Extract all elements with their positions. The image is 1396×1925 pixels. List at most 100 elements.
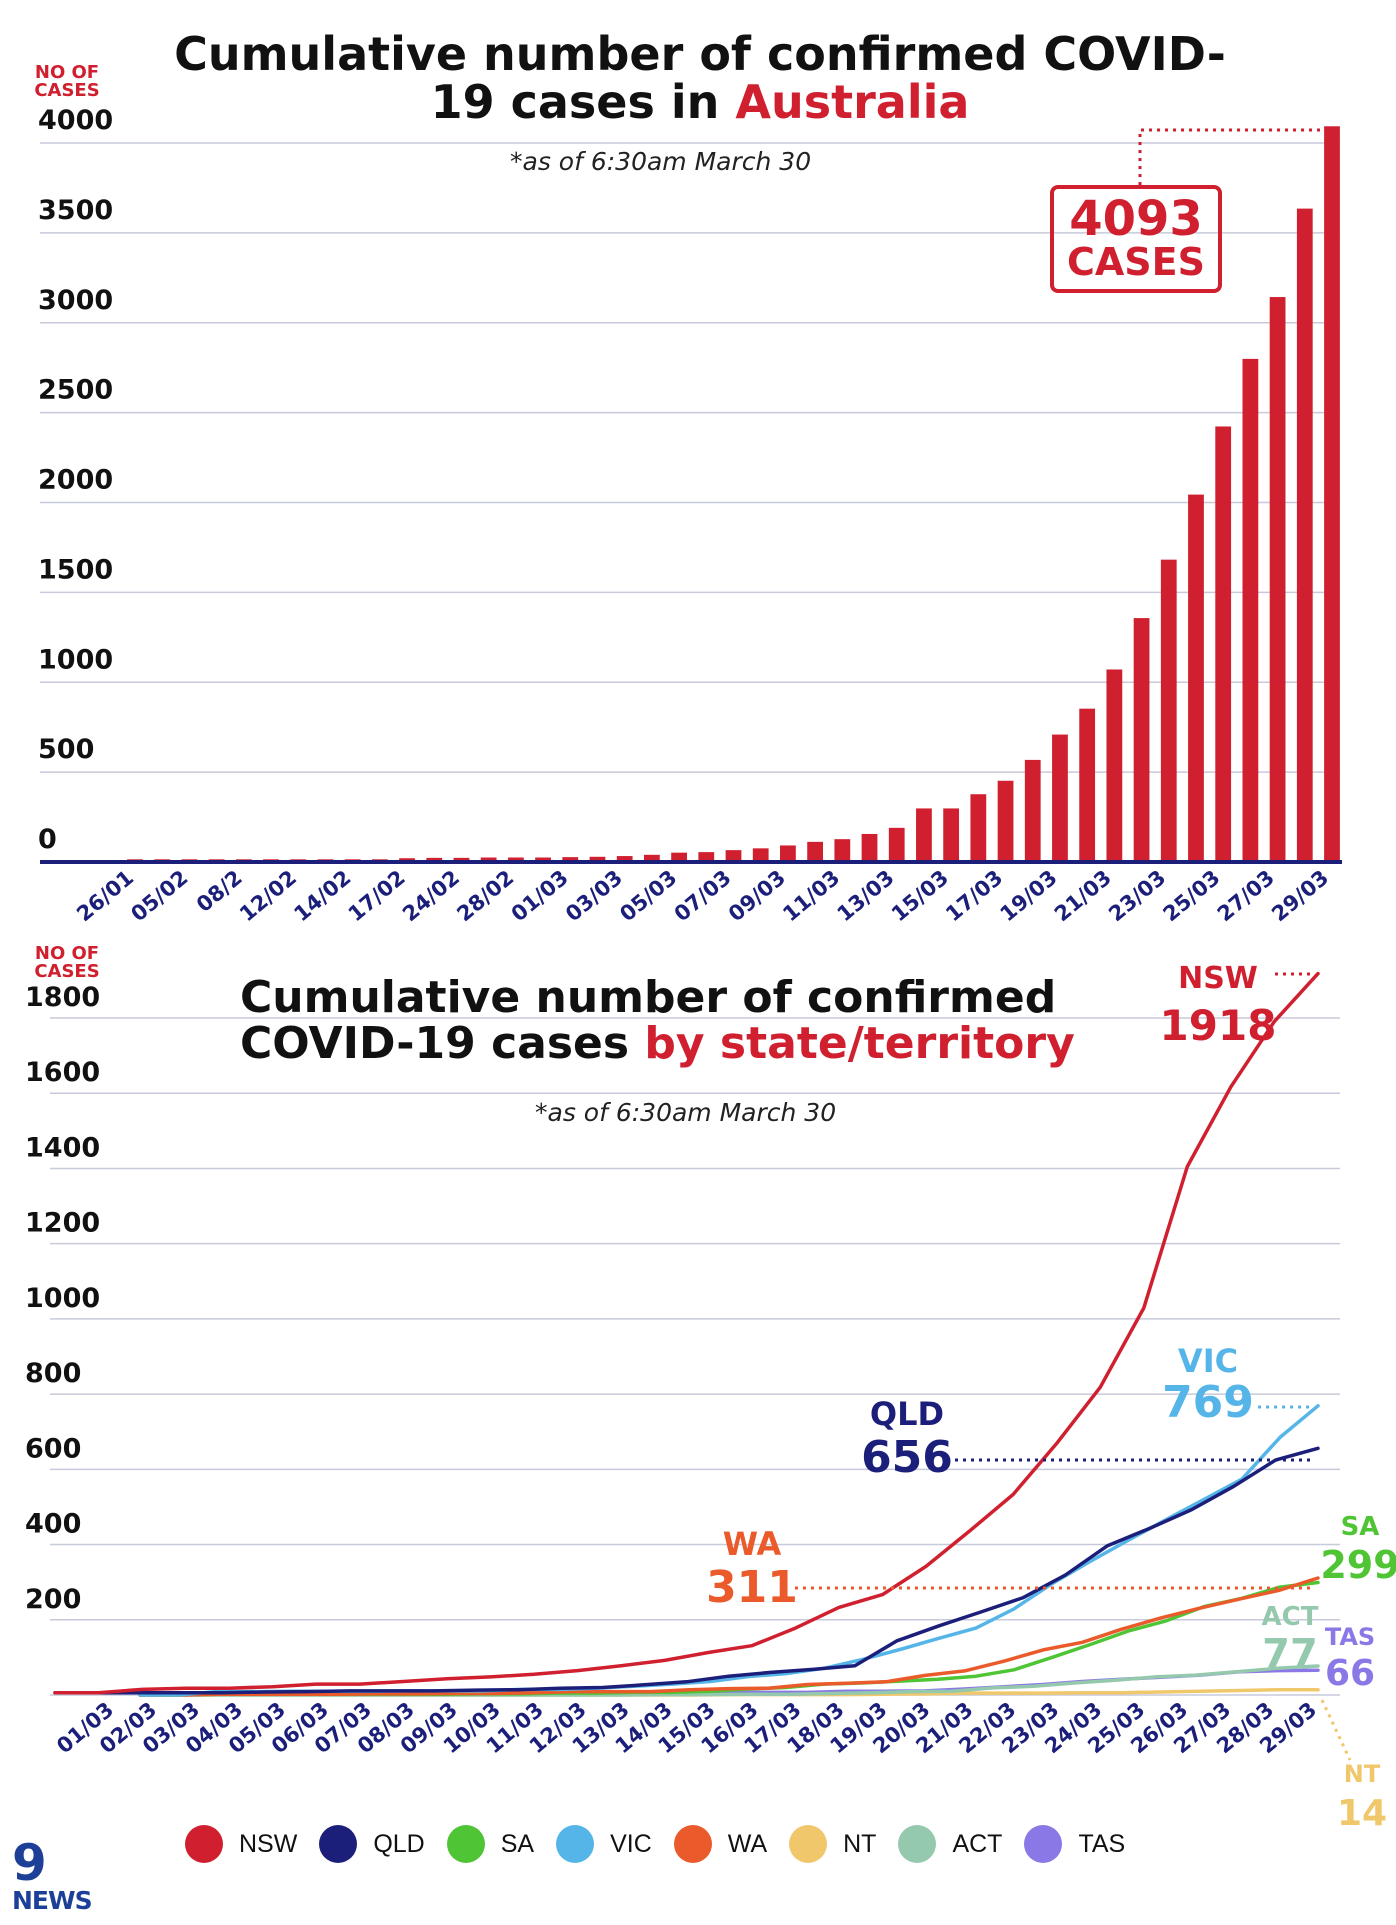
chart1-bar (1079, 708, 1096, 862)
chart1-bar (480, 857, 497, 862)
chart1-title-main: Cumulative number of confirmed COVID-19 … (174, 27, 1226, 130)
chart1-bar (671, 852, 687, 862)
chart1-bar (1052, 734, 1068, 862)
chart1-callout: 4093 CASES (1050, 185, 1222, 293)
chart1-bar (426, 857, 443, 862)
chart1-svg: 0500100015002000250030003500400026/0105/… (38, 105, 1342, 926)
chart1-bar (1215, 426, 1232, 862)
chart2-ytick-label: 800 (25, 1358, 81, 1389)
chart1-bar (752, 848, 769, 862)
chart2-title-line2-accent: by state/territory (644, 1018, 1075, 1070)
chart2-line-qld (53, 1446, 1320, 1695)
legend-swatch (898, 1825, 937, 1863)
chart1-bar (643, 854, 660, 862)
chart2-series-value-tas: 66 (1325, 1653, 1375, 1694)
legend-item-tas: TAS (1024, 1825, 1125, 1863)
chart2-ytick-label: 1400 (25, 1132, 100, 1163)
chart1-bar (562, 857, 579, 862)
chart1-bar (780, 845, 796, 862)
chart2-series-value-wa: 311 (706, 1562, 798, 1613)
legend-swatch (1024, 1825, 1063, 1863)
legend-item-vic: VIC (556, 1825, 652, 1863)
legend-label: NSW (239, 1829, 298, 1858)
chart2-line-wa (138, 1576, 1320, 1697)
chart1-title: Cumulative number of confirmed COVID-19 … (160, 30, 1240, 127)
chart1-ytick-label: 500 (38, 734, 94, 765)
legend-swatch (789, 1825, 828, 1863)
nine-news-logo: 9 NEWS (12, 1838, 96, 1918)
chart2-ytick-label: 1000 (25, 1283, 100, 1314)
chart1-subtitle: *as of 6:30am March 30 (510, 147, 812, 176)
chart1-bar (1269, 297, 1286, 862)
chart2-series-name-sa: SA (1341, 1512, 1380, 1542)
chart1-ytick-label: 1000 (38, 644, 113, 675)
legend-item-qld: QLD (319, 1825, 425, 1863)
chart1-ytick-label: 0 (38, 824, 57, 855)
chart1-bar (1242, 358, 1259, 862)
legend-label: QLD (373, 1829, 425, 1858)
chart2-series-name-nt: NT (1344, 1760, 1381, 1788)
chart2-series-value-vic: 769 (1162, 1377, 1254, 1428)
chart1-bar (1133, 618, 1150, 862)
chart1-ytick-label: 3500 (38, 195, 113, 226)
chart2-title-line1: Cumulative number of confirmed (240, 972, 1057, 1023)
legend-item-nt: NT (789, 1825, 876, 1863)
chart2-title: Cumulative number of confirmed COVID-19 … (240, 972, 1160, 1070)
chart2-series-value-nt: 14 (1337, 1793, 1387, 1834)
chart1-bar (888, 827, 905, 862)
chart2-ytick-label: 1600 (25, 1057, 100, 1088)
chart1-bar (616, 856, 633, 862)
legend-item-nsw: NSW (185, 1825, 297, 1863)
chart2-subtitle: *as of 6:30am March 30 (535, 1098, 837, 1127)
chart2-ytick-label: 600 (25, 1433, 81, 1464)
chart1-bar (861, 833, 878, 862)
chart1-bar (1160, 559, 1177, 862)
chart2-ytick-label: 200 (25, 1584, 81, 1615)
chart1-bar (807, 841, 824, 862)
chart1-callout-value: 4093 (1069, 191, 1203, 247)
chart1-ytick-label: 2000 (38, 465, 113, 496)
chart2-series-value-qld: 656 (861, 1432, 953, 1483)
chart1-bar (1106, 669, 1123, 862)
chart1-ytick-label: 3000 (38, 285, 113, 316)
chart2-yaxis-unit: NO OF CASES (12, 945, 122, 981)
chart2-series-name-nsw: NSW (1178, 961, 1258, 996)
chart2-series-value-act: 77 (1262, 1631, 1318, 1677)
chart2-series-value-nsw: 1918 (1160, 1001, 1277, 1050)
chart2-series-name-wa: WA (723, 1525, 782, 1563)
legend-label: WA (727, 1829, 768, 1858)
chart1-bar (1324, 126, 1340, 862)
news-logo-text: NEWS (12, 1886, 93, 1915)
legend-label: TAS (1078, 1829, 1126, 1858)
chart1-bar (916, 808, 932, 862)
legend-label: SA (500, 1829, 535, 1858)
chart1-bar (535, 857, 551, 862)
chart1-bar (943, 808, 960, 862)
chart2-ytick-label: 1200 (25, 1208, 100, 1239)
legend-swatch (319, 1825, 358, 1863)
legend-label: ACT (952, 1829, 1003, 1858)
chart1-yaxis-unit: NO OF CASES (12, 64, 122, 100)
chart2-ytick-label: 1800 (25, 982, 100, 1013)
chart1-bar (507, 857, 524, 862)
chart1-bar (453, 857, 470, 862)
legend: NSW QLD SA VIC WA NT ACT TAS (185, 1825, 1147, 1863)
chart2-series-name-act: ACT (1262, 1602, 1319, 1632)
chart1-bar (698, 852, 715, 862)
chart1-callout-leader (1138, 128, 1321, 185)
chart2-series-name-qld: QLD (870, 1395, 944, 1433)
chart2-series-value-sa: 299 (1320, 1543, 1396, 1587)
chart2-series-name-vic: VIC (1178, 1342, 1238, 1380)
legend-swatch (185, 1825, 223, 1863)
chart1-bar (589, 856, 606, 862)
legend-item-act: ACT (898, 1825, 1002, 1863)
legend-item-wa: WA (673, 1825, 768, 1863)
chart1-bar (970, 794, 987, 862)
chart1-bar (1024, 759, 1041, 862)
chart2-title-line2-main: COVID-19 cases (240, 1018, 645, 1070)
legend-label: VIC (610, 1829, 652, 1858)
nine-logo-mark: 9 (12, 1834, 47, 1892)
chart1-bar (1188, 494, 1204, 862)
legend-swatch (673, 1825, 712, 1863)
